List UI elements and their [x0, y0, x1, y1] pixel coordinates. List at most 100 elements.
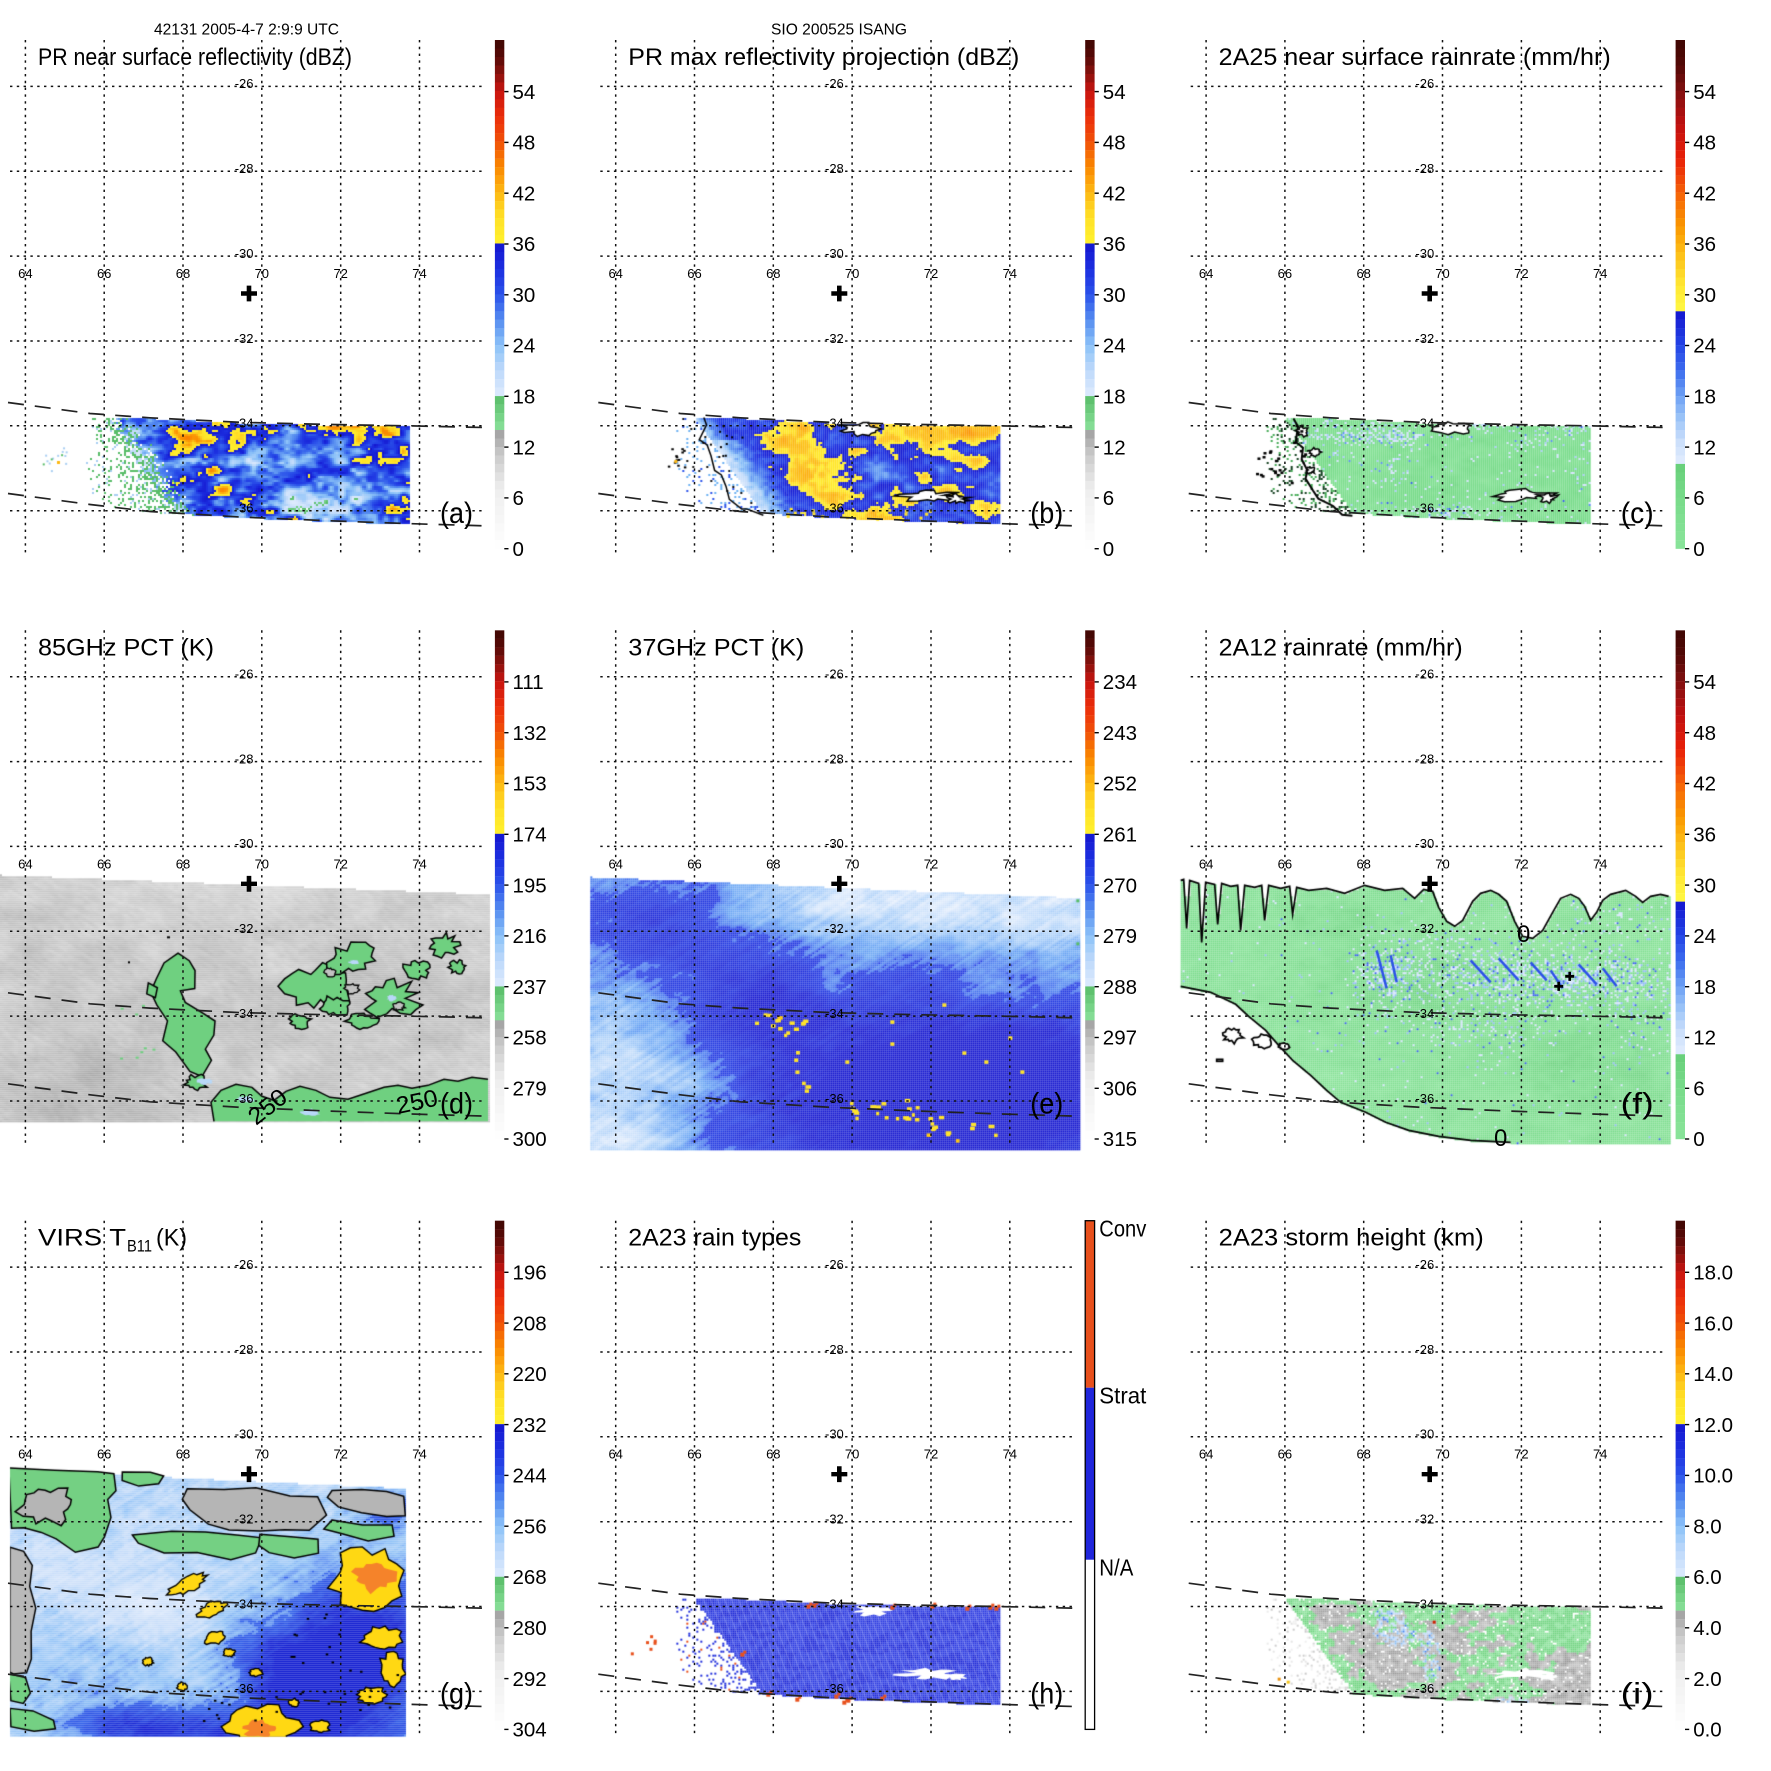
svg-text:72: 72	[1514, 1447, 1528, 1462]
svg-text:2A23 rain types: 2A23 rain types	[628, 1225, 801, 1252]
svg-text:-30: -30	[235, 836, 254, 851]
svg-text:42131 2005-4-7 2:9:9 UTC: 42131 2005-4-7 2:9:9 UTC	[154, 22, 339, 39]
svg-text:-34: -34	[235, 1006, 254, 1021]
svg-text:(K): (K)	[156, 1225, 187, 1252]
svg-text:72: 72	[924, 266, 938, 281]
svg-text:8.0: 8.0	[1693, 1515, 1722, 1538]
svg-text:64: 64	[1199, 856, 1213, 871]
svg-text:-32: -32	[1415, 921, 1434, 936]
svg-text:-30: -30	[1415, 836, 1434, 851]
svg-text:-30: -30	[235, 246, 254, 261]
svg-text:30: 30	[1103, 284, 1126, 307]
svg-text:297: 297	[1103, 1027, 1137, 1050]
svg-text:72: 72	[333, 1447, 347, 1462]
svg-text:70: 70	[1435, 266, 1449, 281]
svg-text:30: 30	[1693, 874, 1716, 897]
svg-text:2.0: 2.0	[1693, 1668, 1722, 1691]
svg-text:-34: -34	[1415, 1006, 1434, 1021]
svg-text:74: 74	[1593, 1447, 1607, 1462]
svg-text:72: 72	[924, 856, 938, 871]
svg-text:70: 70	[1435, 856, 1449, 871]
svg-text:-36: -36	[235, 1681, 254, 1696]
svg-text:68: 68	[766, 1447, 780, 1462]
svg-text:12.0: 12.0	[1693, 1414, 1733, 1437]
svg-text:(a): (a)	[440, 497, 473, 530]
svg-text:24: 24	[1103, 335, 1126, 358]
svg-text:74: 74	[412, 856, 426, 871]
svg-text:36: 36	[1693, 824, 1716, 847]
svg-text:-26: -26	[235, 667, 254, 682]
svg-text:-34: -34	[1415, 416, 1434, 431]
svg-text:252: 252	[1103, 773, 1137, 796]
svg-text:68: 68	[766, 266, 780, 281]
svg-text:72: 72	[924, 1447, 938, 1462]
svg-text:-26: -26	[825, 76, 844, 91]
svg-text:6: 6	[1693, 487, 1704, 510]
svg-text:74: 74	[1593, 856, 1607, 871]
svg-text:243: 243	[1103, 722, 1137, 745]
svg-text:(c): (c)	[1621, 497, 1654, 530]
svg-text:42: 42	[1103, 182, 1126, 205]
svg-text:36: 36	[1693, 233, 1716, 256]
svg-text:132: 132	[513, 722, 547, 745]
svg-text:36: 36	[513, 233, 536, 256]
svg-text:68: 68	[176, 856, 190, 871]
svg-text:SIO 200525 ISANG: SIO 200525 ISANG	[771, 22, 907, 39]
svg-text:0: 0	[1517, 921, 1530, 948]
svg-text:-32: -32	[825, 331, 844, 346]
svg-text:-34: -34	[235, 1596, 254, 1611]
svg-text:-34: -34	[825, 1596, 844, 1611]
svg-text:36: 36	[1103, 233, 1126, 256]
svg-text:68: 68	[176, 266, 190, 281]
svg-text:-28: -28	[825, 751, 844, 766]
svg-text:PR max reflectivity projection: PR max reflectivity projection (dBZ)	[628, 44, 1019, 71]
svg-text:280: 280	[513, 1617, 547, 1640]
svg-text:0: 0	[1494, 1125, 1507, 1152]
svg-text:-36: -36	[1415, 1681, 1434, 1696]
svg-text:72: 72	[333, 266, 347, 281]
svg-text:(b): (b)	[1030, 497, 1063, 530]
svg-text:64: 64	[608, 266, 622, 281]
svg-text:PR near surface reflectivity (: PR near surface reflectivity (dBZ)	[38, 44, 352, 71]
svg-text:-34: -34	[235, 416, 254, 431]
svg-text:B11: B11	[127, 1238, 152, 1256]
svg-text:-36: -36	[825, 1681, 844, 1696]
svg-text:68: 68	[1356, 1447, 1370, 1462]
svg-text:-30: -30	[825, 836, 844, 851]
svg-text:74: 74	[1593, 266, 1607, 281]
svg-text:-36: -36	[825, 501, 844, 516]
svg-text:12: 12	[1693, 436, 1716, 459]
svg-text:-34: -34	[825, 416, 844, 431]
svg-text:74: 74	[1003, 856, 1017, 871]
svg-text:-28: -28	[825, 161, 844, 176]
svg-text:18: 18	[513, 386, 536, 409]
svg-text:72: 72	[333, 856, 347, 871]
svg-text:48: 48	[1693, 722, 1716, 745]
svg-text:68: 68	[176, 1447, 190, 1462]
svg-text:66: 66	[687, 1447, 701, 1462]
svg-text:-28: -28	[1415, 751, 1434, 766]
svg-text:85GHz PCT (K): 85GHz PCT (K)	[38, 634, 214, 661]
svg-text:66: 66	[687, 266, 701, 281]
svg-text:VIRS T: VIRS T	[38, 1225, 126, 1252]
svg-text:18: 18	[1693, 976, 1716, 999]
svg-text:30: 30	[513, 284, 536, 307]
svg-text:195: 195	[513, 874, 547, 897]
svg-text:18: 18	[1693, 386, 1716, 409]
svg-text:111: 111	[513, 671, 544, 694]
svg-text:18: 18	[1103, 386, 1126, 409]
svg-text:24: 24	[513, 335, 536, 358]
svg-text:74: 74	[1003, 266, 1017, 281]
svg-text:(e): (e)	[1030, 1087, 1063, 1120]
svg-text:6: 6	[1693, 1078, 1704, 1101]
svg-text:-32: -32	[825, 921, 844, 936]
svg-text:24: 24	[1693, 335, 1716, 358]
svg-text:250: 250	[394, 1085, 441, 1120]
svg-text:4.0: 4.0	[1693, 1617, 1722, 1640]
svg-text:70: 70	[845, 1447, 859, 1462]
svg-text:54: 54	[1103, 81, 1126, 104]
svg-text:256: 256	[513, 1515, 547, 1538]
svg-text:(h): (h)	[1030, 1678, 1063, 1711]
svg-text:-28: -28	[235, 161, 254, 176]
svg-text:-34: -34	[1415, 1596, 1434, 1611]
